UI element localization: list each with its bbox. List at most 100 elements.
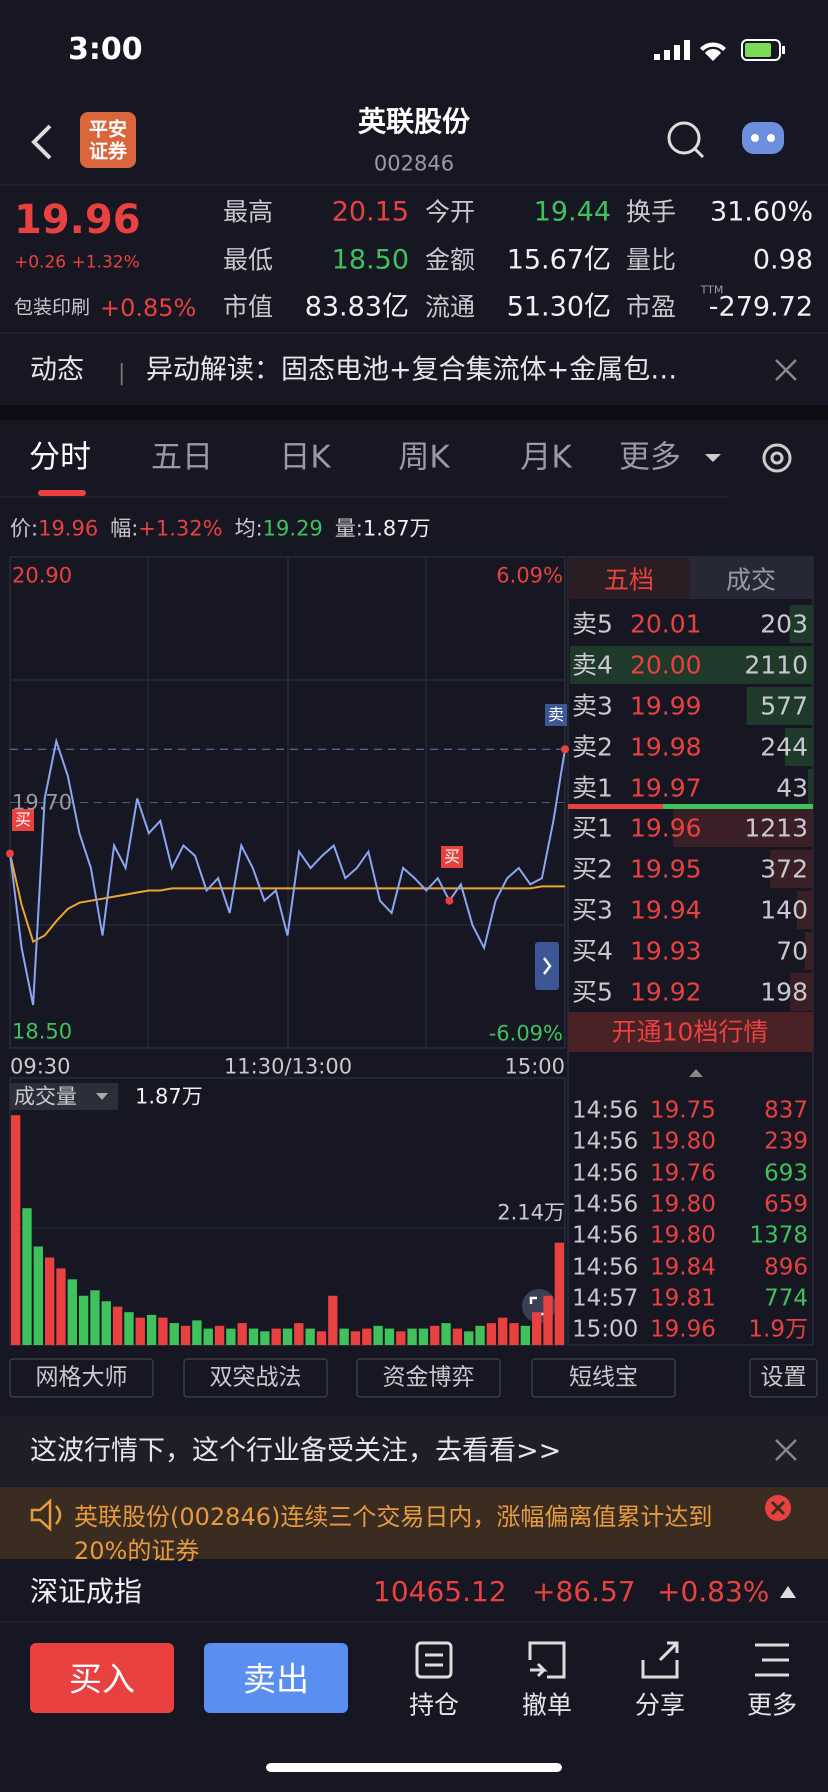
quote-value: 20.15: [331, 196, 409, 228]
tool-label: 网格大师: [35, 1364, 128, 1391]
close-news[interactable]: [775, 359, 797, 381]
index-pct: +0.83%: [657, 1575, 770, 1608]
action-label[interactable]: 更多: [746, 1690, 798, 1720]
volume-bar: [90, 1290, 100, 1345]
book-price: 19.96: [630, 813, 702, 843]
trade-volume: 896: [764, 1254, 808, 1280]
volume-bar: [203, 1328, 213, 1345]
volume-bar: [78, 1295, 89, 1345]
volume-bar: [33, 1246, 43, 1345]
volume-bar: [486, 1323, 497, 1345]
tab[interactable]: 五日: [151, 439, 213, 476]
logo-text: 平安: [88, 118, 128, 141]
depth-bar: [808, 769, 813, 807]
expand-button[interactable]: [535, 942, 559, 990]
book-price: 19.93: [630, 936, 702, 966]
volume-bar: [237, 1323, 247, 1345]
robot-icon[interactable]: [742, 122, 784, 154]
tool-button[interactable]: [531, 1358, 676, 1398]
y-tick-label: 18.50: [12, 1019, 73, 1044]
action-label[interactable]: 持仓: [408, 1690, 460, 1720]
book-label: 卖5: [572, 609, 613, 639]
quote-value: 0.98: [752, 244, 813, 276]
volume-bar: [452, 1328, 463, 1345]
tab[interactable]: 分时: [29, 439, 91, 476]
volume-bar: [192, 1320, 202, 1345]
volume-bar: [282, 1328, 293, 1345]
upgrade-bg: [568, 1012, 813, 1052]
settings-icon[interactable]: [762, 443, 792, 473]
volume-bar: [135, 1317, 145, 1345]
upgrade-link[interactable]: 开通10档行情: [611, 1017, 769, 1047]
time-label: 15:00: [504, 1054, 565, 1079]
tab-underline: [38, 490, 86, 496]
action-icons: [415, 1641, 789, 1679]
tool-button[interactable]: [749, 1358, 818, 1398]
depth-bar: [796, 891, 813, 929]
trade-time: 14:56: [572, 1222, 639, 1249]
tool-label: 短线宝: [569, 1364, 638, 1391]
depth-bar: [804, 932, 813, 970]
trade-price: 19.76: [650, 1160, 716, 1187]
volume-bar: [294, 1323, 304, 1345]
quote-label: 市值: [223, 292, 274, 322]
book-price: 20.01: [630, 609, 702, 639]
tool-button[interactable]: [9, 1358, 154, 1398]
trade-price: 19.84: [650, 1254, 716, 1280]
tab[interactable]: 周K: [398, 439, 450, 476]
tab[interactable]: 月K: [520, 439, 572, 476]
action-label[interactable]: 分享: [634, 1690, 686, 1720]
quote-value: 83.83亿: [304, 291, 409, 323]
close-banner[interactable]: [775, 1439, 797, 1461]
book-price: 19.97: [630, 773, 702, 803]
volume-bar: [362, 1328, 372, 1345]
status-time: 3:00: [68, 32, 143, 67]
quote-label: 最高: [223, 197, 274, 227]
search-icon[interactable]: [667, 121, 701, 155]
ttm-label: TTM: [700, 283, 724, 297]
banner-text[interactable]: 这波行情下，这个行业备受关注，去看看>>: [30, 1435, 562, 1467]
back-button[interactable]: [31, 124, 52, 160]
book-price: 19.94: [630, 895, 702, 925]
volume-bar: [328, 1295, 338, 1345]
quote-value: 31.60%: [710, 196, 813, 228]
volume-tick-label: 2.14万: [497, 1200, 565, 1225]
book-volume: 70: [776, 936, 808, 966]
volume-bar: [169, 1323, 179, 1345]
buy-button[interactable]: [30, 1643, 174, 1713]
trade-volume: 1.9万: [748, 1316, 808, 1343]
volume-bar: [418, 1328, 429, 1345]
info-label: 量:: [334, 516, 363, 541]
sell-button[interactable]: [204, 1643, 348, 1713]
divider: |: [118, 361, 125, 386]
stock-code: 002846: [373, 151, 455, 176]
stock-name: 英联股份: [357, 105, 471, 138]
book-label: 买2: [572, 854, 613, 884]
volume-bar: [498, 1317, 508, 1345]
volume-bar: [158, 1317, 168, 1345]
tool-label: 资金博弈: [382, 1364, 475, 1391]
book-price: 19.99: [630, 691, 702, 721]
volume-bar: [101, 1301, 111, 1345]
banner-bg: [0, 1416, 828, 1486]
book-tab[interactable]: 成交: [725, 565, 777, 595]
action-label[interactable]: 撤单: [521, 1690, 573, 1720]
book-volume: 140: [760, 895, 808, 925]
quote-value: 19.44: [533, 196, 611, 228]
trade-volume: 693: [764, 1160, 808, 1187]
collapse-icon[interactable]: [689, 1069, 703, 1077]
quote-label: 市盈: [626, 292, 677, 322]
trade-mark-bg: [545, 704, 567, 726]
tab[interactable]: 更多: [619, 439, 681, 476]
volume-bar: [124, 1312, 134, 1345]
tool-button[interactable]: [183, 1358, 328, 1398]
tab[interactable]: 日K: [279, 439, 331, 476]
y-tick-label: 20.90: [12, 563, 73, 588]
trade-price: 19.81: [650, 1285, 716, 1312]
book-tab[interactable]: 五档: [603, 565, 655, 595]
depth-bar: [570, 646, 813, 684]
tool-button[interactable]: [356, 1358, 501, 1398]
pct-label: 6.09%: [496, 563, 563, 588]
volume-bar: [373, 1325, 383, 1345]
